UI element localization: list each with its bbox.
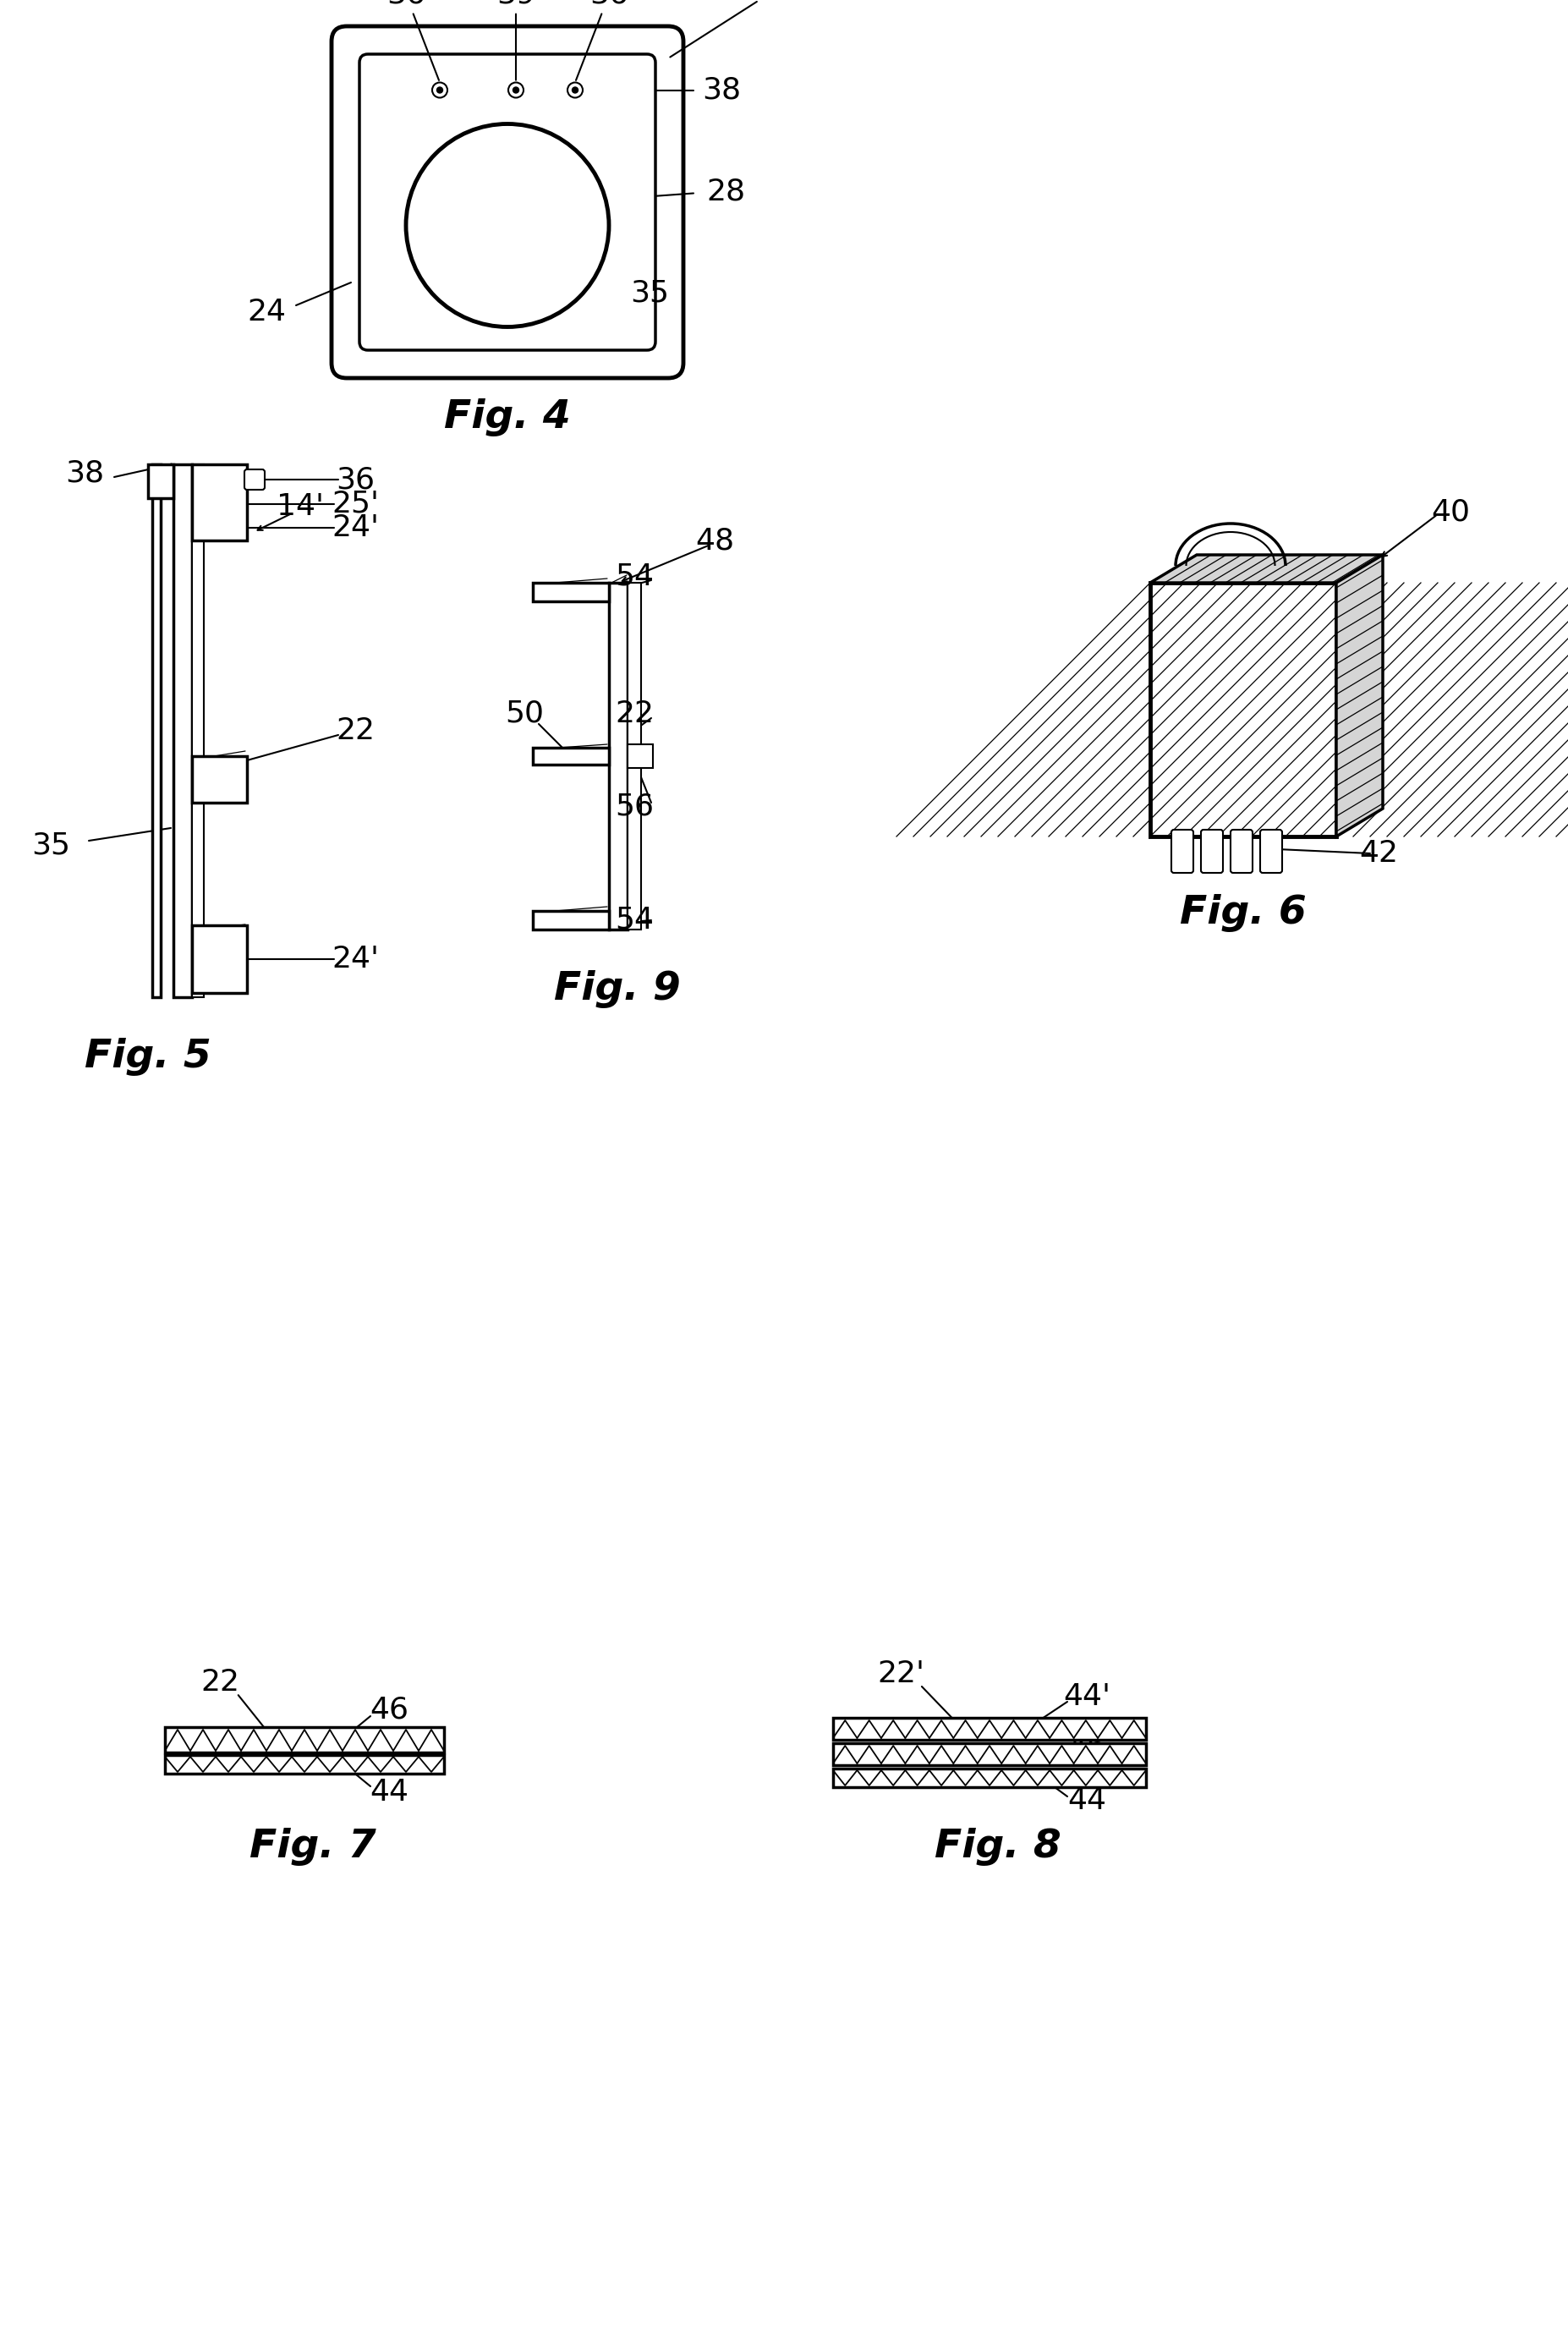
Text: 48: 48: [695, 527, 734, 555]
Polygon shape: [1151, 555, 1383, 583]
Bar: [165, 1754, 444, 1773]
Polygon shape: [1336, 555, 1383, 836]
Text: 24': 24': [331, 944, 379, 974]
Text: 38: 38: [702, 75, 742, 105]
Text: 44': 44': [1063, 1682, 1110, 1712]
Text: 24': 24': [331, 513, 379, 541]
Bar: [533, 583, 608, 602]
Bar: [165, 1726, 444, 1752]
FancyBboxPatch shape: [331, 26, 684, 377]
Text: 44: 44: [370, 1778, 409, 1806]
FancyBboxPatch shape: [359, 54, 655, 351]
Bar: [627, 745, 652, 768]
Text: 20: 20: [670, 0, 800, 56]
Text: Fig. 4: Fig. 4: [444, 398, 571, 438]
Text: 50: 50: [505, 700, 544, 728]
Text: 46: 46: [1068, 1733, 1107, 1761]
Text: 38: 38: [64, 459, 103, 487]
Bar: [191, 464, 204, 998]
Circle shape: [437, 87, 442, 94]
Text: 44: 44: [1068, 1787, 1107, 1815]
Text: Fig. 7: Fig. 7: [249, 1829, 376, 1867]
Circle shape: [433, 82, 447, 98]
Bar: [533, 747, 608, 763]
FancyBboxPatch shape: [1201, 829, 1223, 874]
FancyBboxPatch shape: [1171, 829, 1193, 874]
Text: 54: 54: [615, 562, 654, 590]
Text: 22': 22': [877, 1660, 925, 1689]
Text: 36: 36: [386, 0, 439, 80]
Text: Fig. 6: Fig. 6: [1179, 895, 1306, 932]
Bar: [147, 464, 174, 499]
Text: 24: 24: [246, 297, 285, 326]
Bar: [191, 756, 246, 803]
Text: 56: 56: [615, 792, 654, 822]
Text: Fig. 8: Fig. 8: [935, 1829, 1062, 1867]
Text: 40: 40: [1432, 499, 1469, 527]
FancyBboxPatch shape: [1231, 829, 1253, 874]
Text: 22: 22: [615, 700, 654, 728]
Bar: [833, 1768, 1146, 1787]
Circle shape: [406, 124, 608, 328]
Bar: [152, 464, 160, 998]
Bar: [608, 583, 627, 930]
Text: 39: 39: [497, 0, 535, 80]
Text: 42: 42: [1359, 838, 1399, 869]
Text: 54: 54: [615, 906, 654, 934]
Text: 28: 28: [706, 178, 745, 206]
Bar: [833, 1717, 1146, 1740]
Bar: [833, 1742, 1146, 1766]
Bar: [191, 464, 246, 541]
Circle shape: [568, 82, 583, 98]
Text: 35: 35: [31, 831, 71, 860]
Circle shape: [508, 82, 524, 98]
Bar: [191, 925, 246, 993]
Text: Fig. 9: Fig. 9: [554, 970, 681, 1007]
Circle shape: [572, 87, 579, 94]
Bar: [174, 464, 191, 998]
FancyBboxPatch shape: [245, 468, 265, 489]
Text: 46: 46: [370, 1696, 409, 1724]
Text: 25': 25': [331, 489, 379, 518]
Text: 22: 22: [201, 1668, 240, 1696]
Bar: [1151, 583, 1336, 836]
Text: 22: 22: [336, 717, 375, 745]
Text: Fig. 5: Fig. 5: [85, 1038, 212, 1075]
Circle shape: [513, 87, 519, 94]
Text: 36: 36: [575, 0, 629, 80]
Text: 36: 36: [336, 466, 375, 494]
Bar: [533, 911, 608, 930]
Text: 35: 35: [630, 279, 670, 307]
Text: 14': 14': [276, 492, 325, 520]
FancyBboxPatch shape: [1261, 829, 1283, 874]
Bar: [627, 583, 641, 930]
